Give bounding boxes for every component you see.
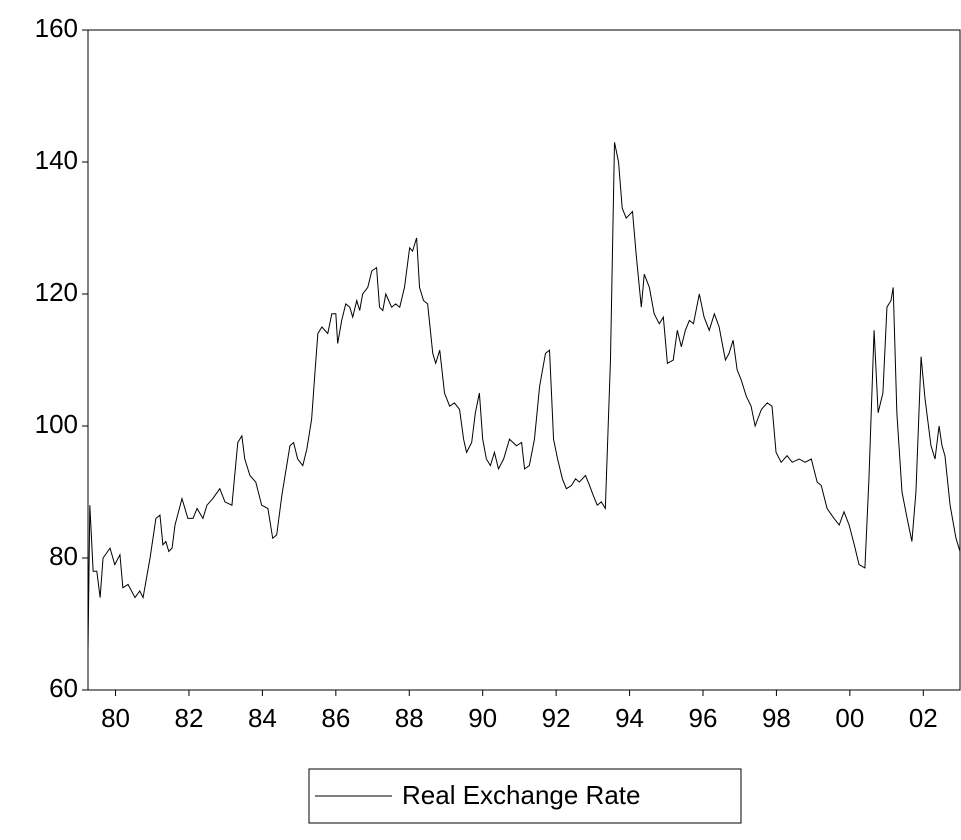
x-tick-label: 92 [542, 703, 571, 733]
y-tick-label: 60 [49, 673, 78, 703]
x-tick-label: 94 [615, 703, 644, 733]
x-tick-label: 00 [835, 703, 864, 733]
plot-frame [87, 29, 961, 691]
series-line [87, 142, 961, 651]
y-tick-label: 120 [35, 277, 78, 307]
legend-label: Real Exchange Rate [402, 780, 640, 810]
y-tick-label: 140 [35, 145, 78, 175]
x-tick-label: 82 [175, 703, 204, 733]
x-tick-label: 02 [909, 703, 938, 733]
y-tick-label: 160 [35, 13, 78, 43]
x-tick-label: 80 [101, 703, 130, 733]
y-tick-label: 80 [49, 541, 78, 571]
x-tick-label: 96 [689, 703, 718, 733]
x-tick-label: 86 [321, 703, 350, 733]
x-tick-label: 84 [248, 703, 277, 733]
y-tick-label: 100 [35, 409, 78, 439]
legend-box [308, 768, 742, 824]
x-tick-label: 88 [395, 703, 424, 733]
x-tick-label: 90 [468, 703, 497, 733]
x-tick-label: 98 [762, 703, 791, 733]
